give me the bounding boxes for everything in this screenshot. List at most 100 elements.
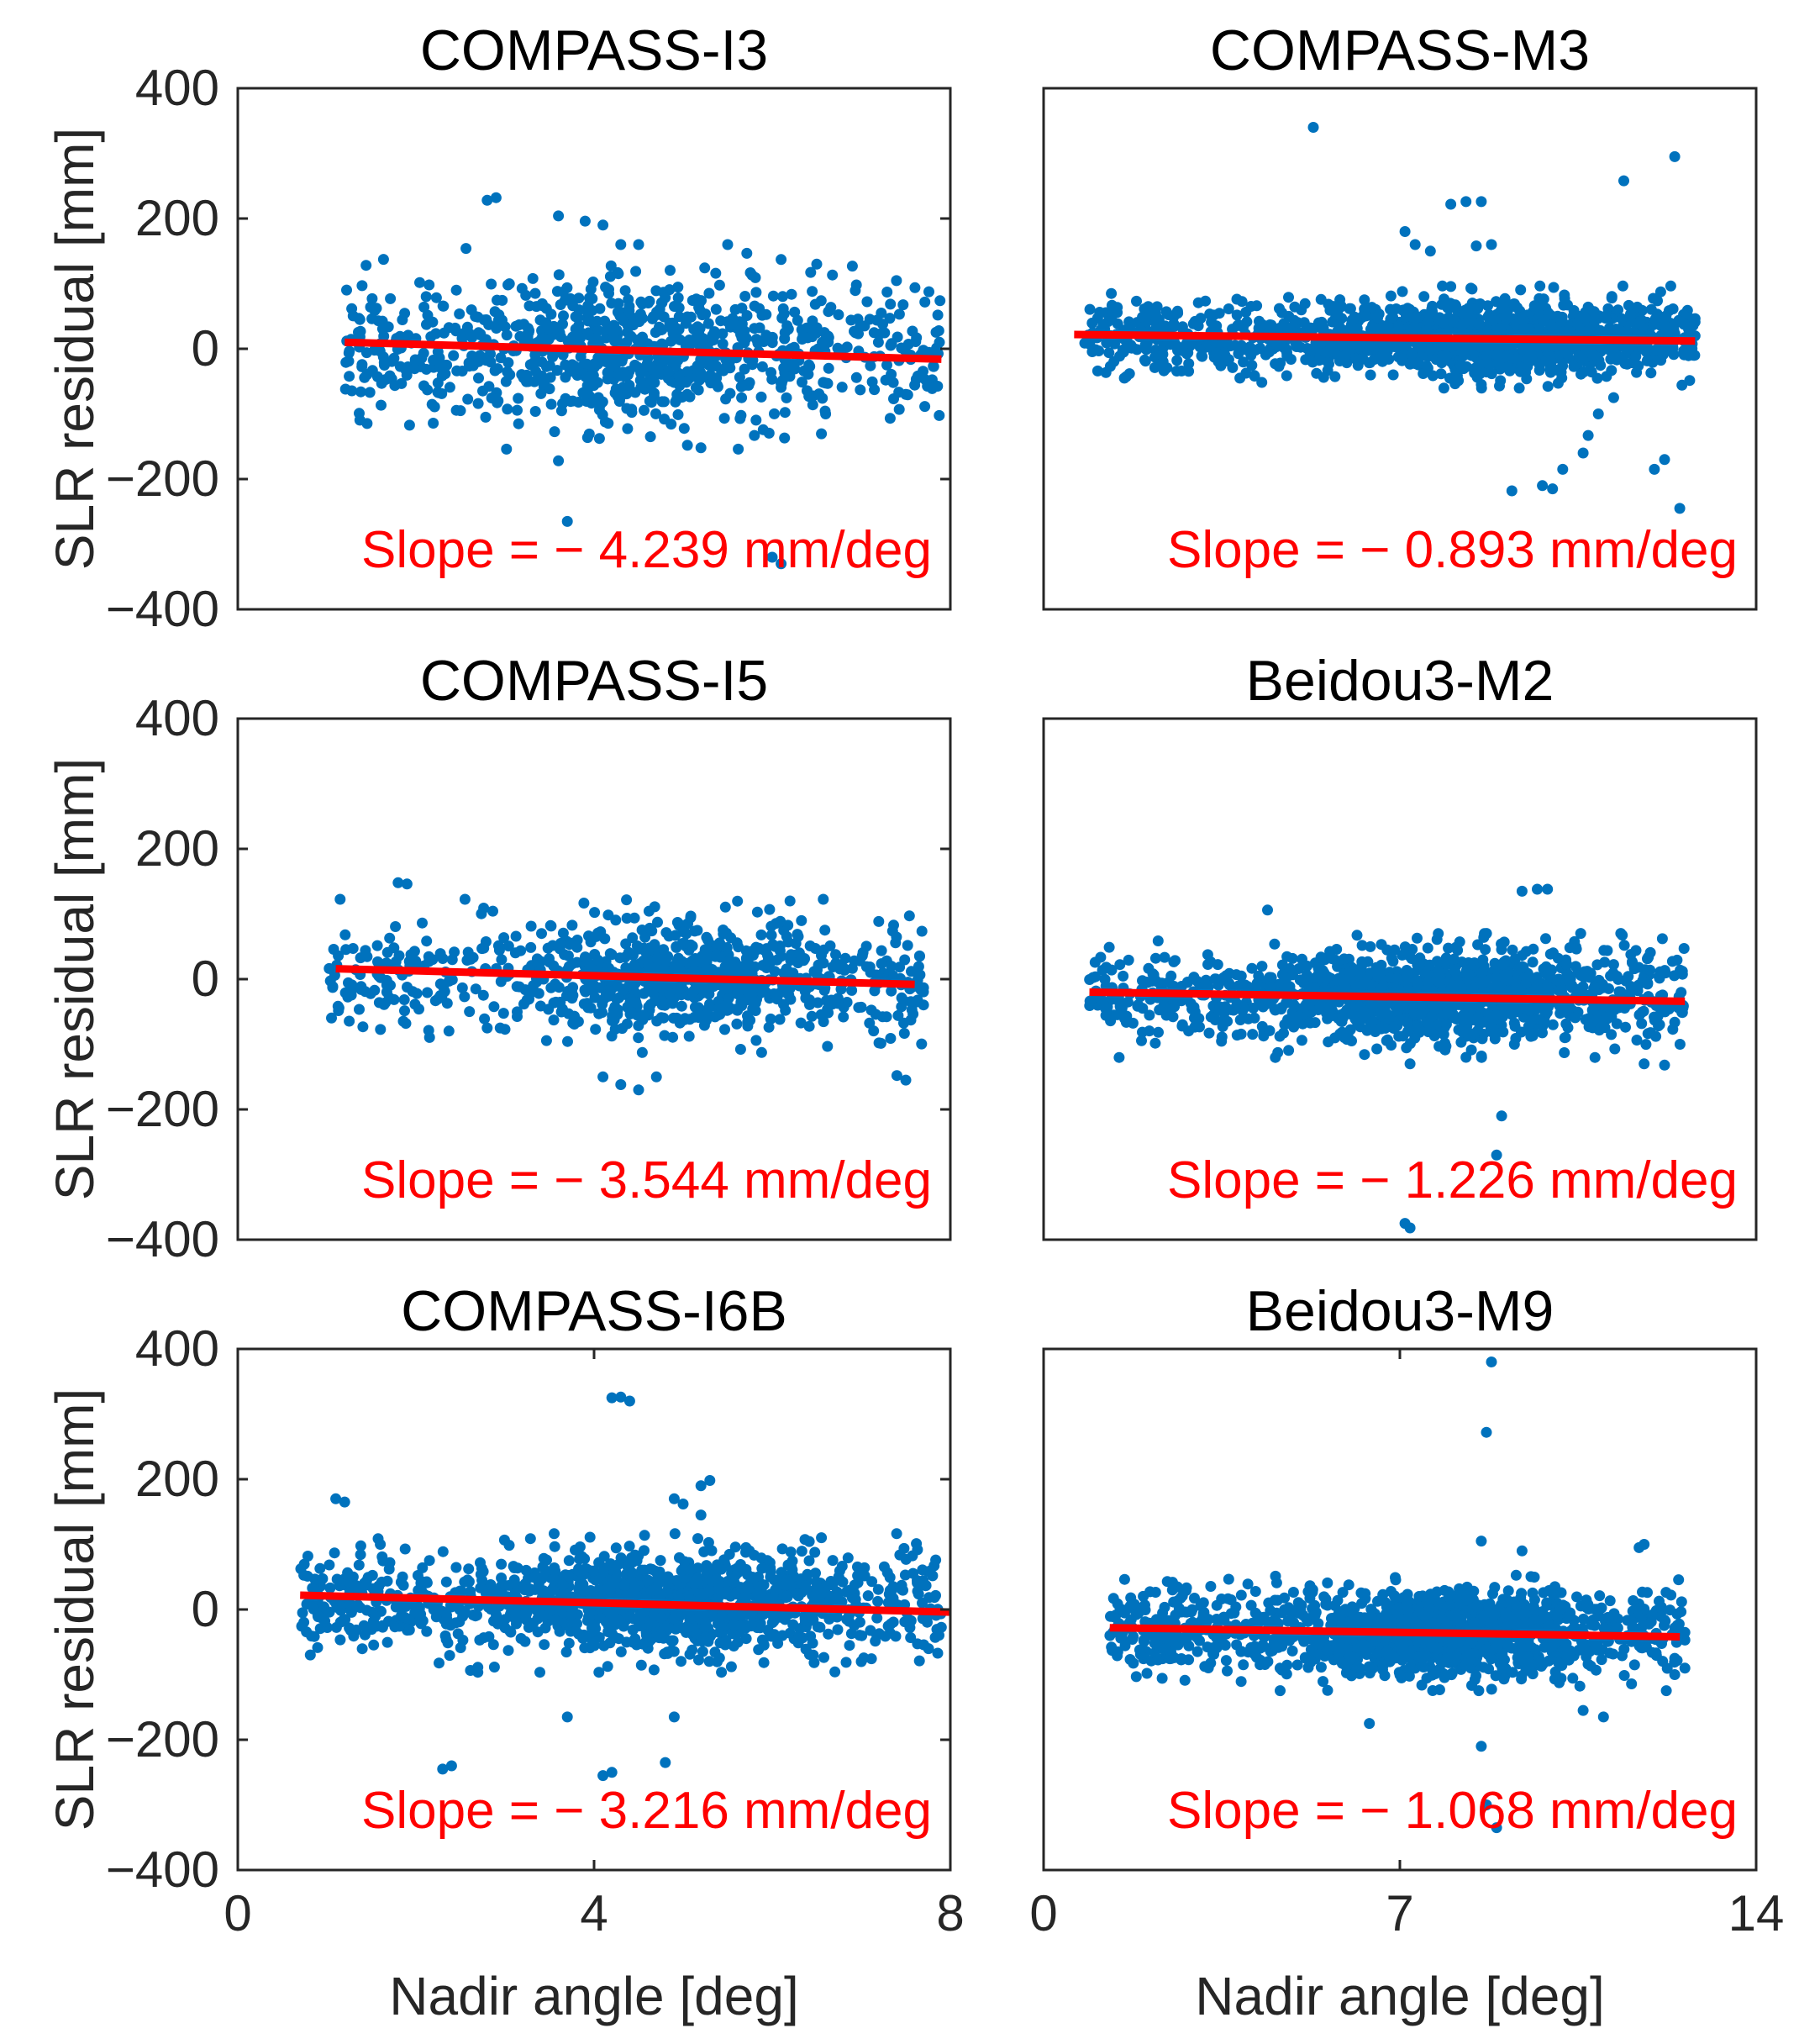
data-point [609,1024,621,1035]
data-point [1494,323,1506,335]
data-point [659,999,671,1011]
data-point [732,1004,744,1016]
data-point [771,954,783,966]
data-point [1511,353,1523,365]
data-point [1176,365,1187,377]
data-point [708,335,719,345]
data-point [830,994,842,1006]
data-point [432,993,444,1004]
outlier-point [553,455,565,466]
data-point [898,1028,910,1039]
data-point [805,266,817,278]
data-point [1640,1039,1652,1051]
data-point [1091,365,1103,377]
data-point [1562,348,1573,360]
data-point [782,324,794,335]
data-point [1371,1043,1383,1055]
data-point [934,409,945,421]
data-point [588,380,600,392]
outlier-point [1424,245,1436,257]
data-point [771,993,783,1005]
data-point [1422,942,1433,954]
data-point [1299,298,1311,309]
data-point [909,282,921,293]
y-axis-label: SLR residual [mm] [45,758,105,1200]
data-point [529,406,541,417]
data-point [580,951,591,963]
data-point [1508,1039,1520,1050]
data-point [673,311,685,323]
data-point [536,928,547,940]
data-point [581,984,592,996]
data-point [1472,303,1484,314]
data-point [504,369,516,381]
data-point [542,942,554,954]
data-point [809,298,821,310]
data-point [684,335,695,345]
data-point [557,319,568,330]
data-point [578,898,590,909]
data-point [365,988,376,999]
data-point [497,1008,509,1019]
data-point [1381,1034,1393,1046]
data-point [1344,303,1355,314]
data-point [523,374,534,386]
data-point [1644,1027,1656,1039]
data-point [872,336,884,348]
data-point [589,907,601,919]
data-point [1359,1049,1370,1061]
data-point [1583,324,1595,335]
data-point [1279,1019,1291,1030]
data-point [432,346,444,358]
data-point [1270,1051,1281,1063]
outlier-point [490,192,502,203]
outlier-point [481,194,493,206]
outlier-point [1674,503,1686,514]
data-point [672,952,684,964]
data-point [1606,291,1618,303]
scatter-points [339,192,946,570]
data-point [1119,1013,1131,1025]
data-point [1389,944,1401,956]
data-point [1538,293,1549,305]
data-point [1497,302,1507,313]
data-point [488,1001,500,1013]
data-point [886,961,897,972]
outlier-point [1607,392,1619,403]
subplot-title: COMPASS-I6B [401,1279,787,1343]
data-point [1358,1010,1370,1022]
data-point [566,958,578,970]
data-point [423,1031,435,1043]
data-point [1153,1026,1164,1038]
data-point [1631,366,1643,378]
data-point [1454,936,1465,948]
data-point [1669,970,1681,982]
data-point [450,284,462,296]
data-point [839,952,851,964]
data-point [1688,350,1699,361]
data-point [910,336,922,347]
data-point [418,301,430,313]
data-point [1544,366,1556,378]
subplot-title: COMPASS-M3 [1210,18,1590,82]
data-point [492,940,504,951]
data-point [1214,338,1226,350]
data-point [388,993,400,1005]
data-point [833,309,844,320]
data-point [1556,372,1568,384]
data-point [1426,1011,1438,1023]
data-point [1622,344,1633,356]
data-point [916,1038,928,1050]
data-point [1480,944,1491,956]
data-point [1211,320,1223,332]
data-point [732,988,744,1000]
data-point [720,361,732,373]
data-point [1361,1025,1373,1036]
data-point [1656,933,1668,945]
data-point [671,394,682,406]
data-point [713,279,725,291]
data-point [1600,313,1612,324]
data-point [1247,1029,1259,1040]
data-point [1205,1011,1217,1023]
